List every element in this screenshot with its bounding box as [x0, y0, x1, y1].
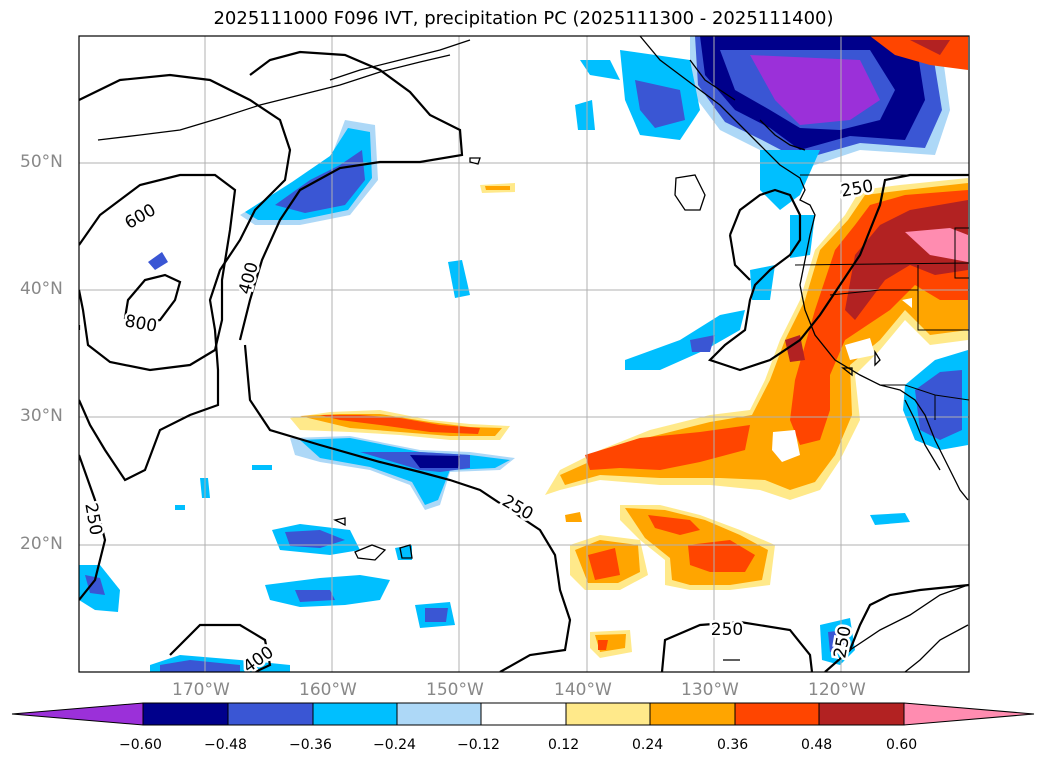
colorbar-extend-low — [11, 702, 144, 726]
lon-label-150w: 150°W — [426, 680, 484, 700]
colorbar-bin — [396, 702, 482, 726]
graticule — [79, 36, 969, 672]
colorbar-tick: −0.60 — [119, 737, 162, 753]
lon-label-170w: 170°W — [172, 680, 230, 700]
colorbar-extend-high — [903, 702, 1035, 726]
map-plot-area — [79, 36, 969, 672]
colorbar-tick: 0.36 — [717, 737, 749, 753]
map-frame — [78, 35, 970, 673]
lon-label-160w: 160°W — [299, 680, 357, 700]
lat-label-20n: 20°N — [20, 534, 63, 554]
colorbar-tick: −0.12 — [457, 737, 500, 753]
colorbar — [11, 702, 1035, 726]
negative-pc-shading — [79, 36, 968, 672]
lat-label-40n: 40°N — [20, 279, 63, 299]
lon-label-120w: 120°W — [808, 680, 866, 700]
ivt-label-250-south: 250 — [711, 620, 743, 640]
colorbar-bin — [818, 702, 905, 726]
ivt-contours — [79, 50, 969, 672]
colorbar-tick: 0.48 — [801, 737, 833, 753]
colorbar-bin — [227, 702, 314, 726]
colorbar-bin — [734, 702, 820, 726]
colorbar-bin — [312, 702, 398, 726]
lon-label-140w: 140°W — [554, 680, 612, 700]
colorbar-bin — [565, 702, 651, 726]
positive-pc-shading — [290, 36, 968, 658]
lat-label-50n: 50°N — [20, 152, 63, 172]
colorbar-tick: −0.24 — [373, 737, 416, 753]
colorbar-tick: −0.48 — [204, 737, 247, 753]
colorbar-bin — [480, 702, 567, 726]
colorbar-bin — [649, 702, 736, 726]
colorbar-tick: 0.24 — [632, 737, 664, 753]
coastlines — [97, 36, 969, 672]
lat-label-30n: 30°N — [20, 406, 63, 426]
colorbar-tick: −0.36 — [289, 737, 332, 753]
colorbar-bin — [142, 702, 229, 726]
map-title: 2025111000 F096 IVT, precipitation PC (2… — [213, 8, 834, 29]
colorbar-tick: 0.60 — [886, 737, 918, 753]
colorbar-tick: 0.12 — [548, 737, 580, 753]
political-borders — [794, 174, 969, 420]
lon-label-130w: 130°W — [681, 680, 739, 700]
